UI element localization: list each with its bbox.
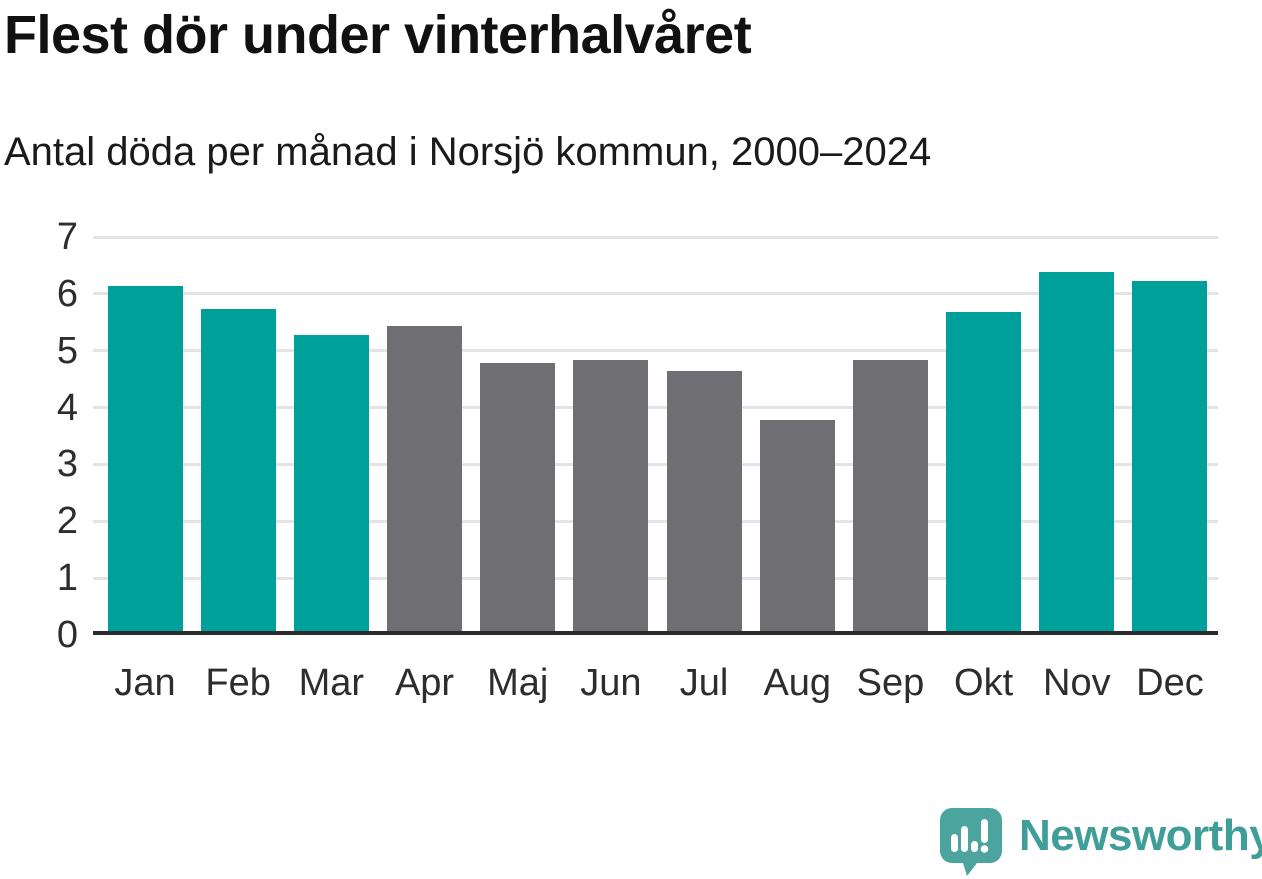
newsworthy-wordmark: Newsworthy bbox=[1019, 811, 1262, 860]
gridline-y7 bbox=[93, 235, 1218, 239]
bar-apr bbox=[387, 325, 463, 633]
x-tick-label-feb: Feb bbox=[205, 662, 271, 704]
bar-nov bbox=[1039, 271, 1115, 633]
bar-jun bbox=[573, 360, 649, 633]
bar-mar bbox=[293, 334, 369, 633]
gridline-y2 bbox=[93, 519, 1218, 523]
bar-dec bbox=[1132, 280, 1208, 633]
x-axis-baseline bbox=[93, 631, 1218, 635]
chart-subtitle: Antal döda per månad i Norsjö kommun, 20… bbox=[4, 130, 932, 174]
gridline-y3 bbox=[93, 462, 1218, 466]
y-tick-label-4: 4 bbox=[56, 386, 78, 429]
y-tick-label-0: 0 bbox=[56, 614, 78, 656]
bar-jul bbox=[666, 371, 742, 633]
gridline-y1 bbox=[93, 576, 1218, 580]
y-tick-label-7: 7 bbox=[56, 216, 78, 258]
plot-area bbox=[93, 235, 1218, 635]
x-tick-label-jul: Jul bbox=[679, 662, 729, 704]
x-tick-label-apr: Apr bbox=[394, 662, 455, 704]
bar-jan bbox=[107, 286, 183, 633]
y-tick-label-5: 5 bbox=[56, 329, 78, 372]
gridline-y4 bbox=[93, 406, 1218, 410]
bar-aug bbox=[759, 419, 835, 633]
gridline-y5 bbox=[93, 349, 1218, 353]
x-tick-label-jun: Jun bbox=[580, 662, 642, 704]
bar-feb bbox=[200, 308, 276, 633]
x-tick-label-maj: Maj bbox=[487, 662, 549, 704]
x-tick-label-sep: Sep bbox=[856, 662, 925, 704]
x-tick-label-mar: Mar bbox=[298, 662, 365, 704]
newsworthy-logo: Newsworthy bbox=[940, 808, 1262, 876]
y-tick-label-2: 2 bbox=[56, 500, 78, 543]
y-tick-label-3: 3 bbox=[56, 443, 78, 486]
x-tick-label-dec: Dec bbox=[1136, 662, 1204, 704]
bar-maj bbox=[480, 362, 556, 633]
bar-okt bbox=[946, 311, 1022, 633]
gridline-y6 bbox=[93, 292, 1218, 296]
bar-sep bbox=[852, 360, 928, 633]
x-tick-label-aug: Aug bbox=[763, 662, 832, 704]
x-tick-label-nov: Nov bbox=[1043, 662, 1111, 704]
chart-title: Flest dör under vinterhalvåret bbox=[4, 5, 752, 65]
newsworthy-speech-bubble-barchart-icon bbox=[940, 808, 1002, 876]
y-tick-label-1: 1 bbox=[56, 557, 78, 600]
x-tick-label-jan: Jan bbox=[114, 662, 176, 704]
x-tick-label-okt: Okt bbox=[954, 662, 1014, 704]
y-tick-label-6: 6 bbox=[56, 272, 78, 315]
